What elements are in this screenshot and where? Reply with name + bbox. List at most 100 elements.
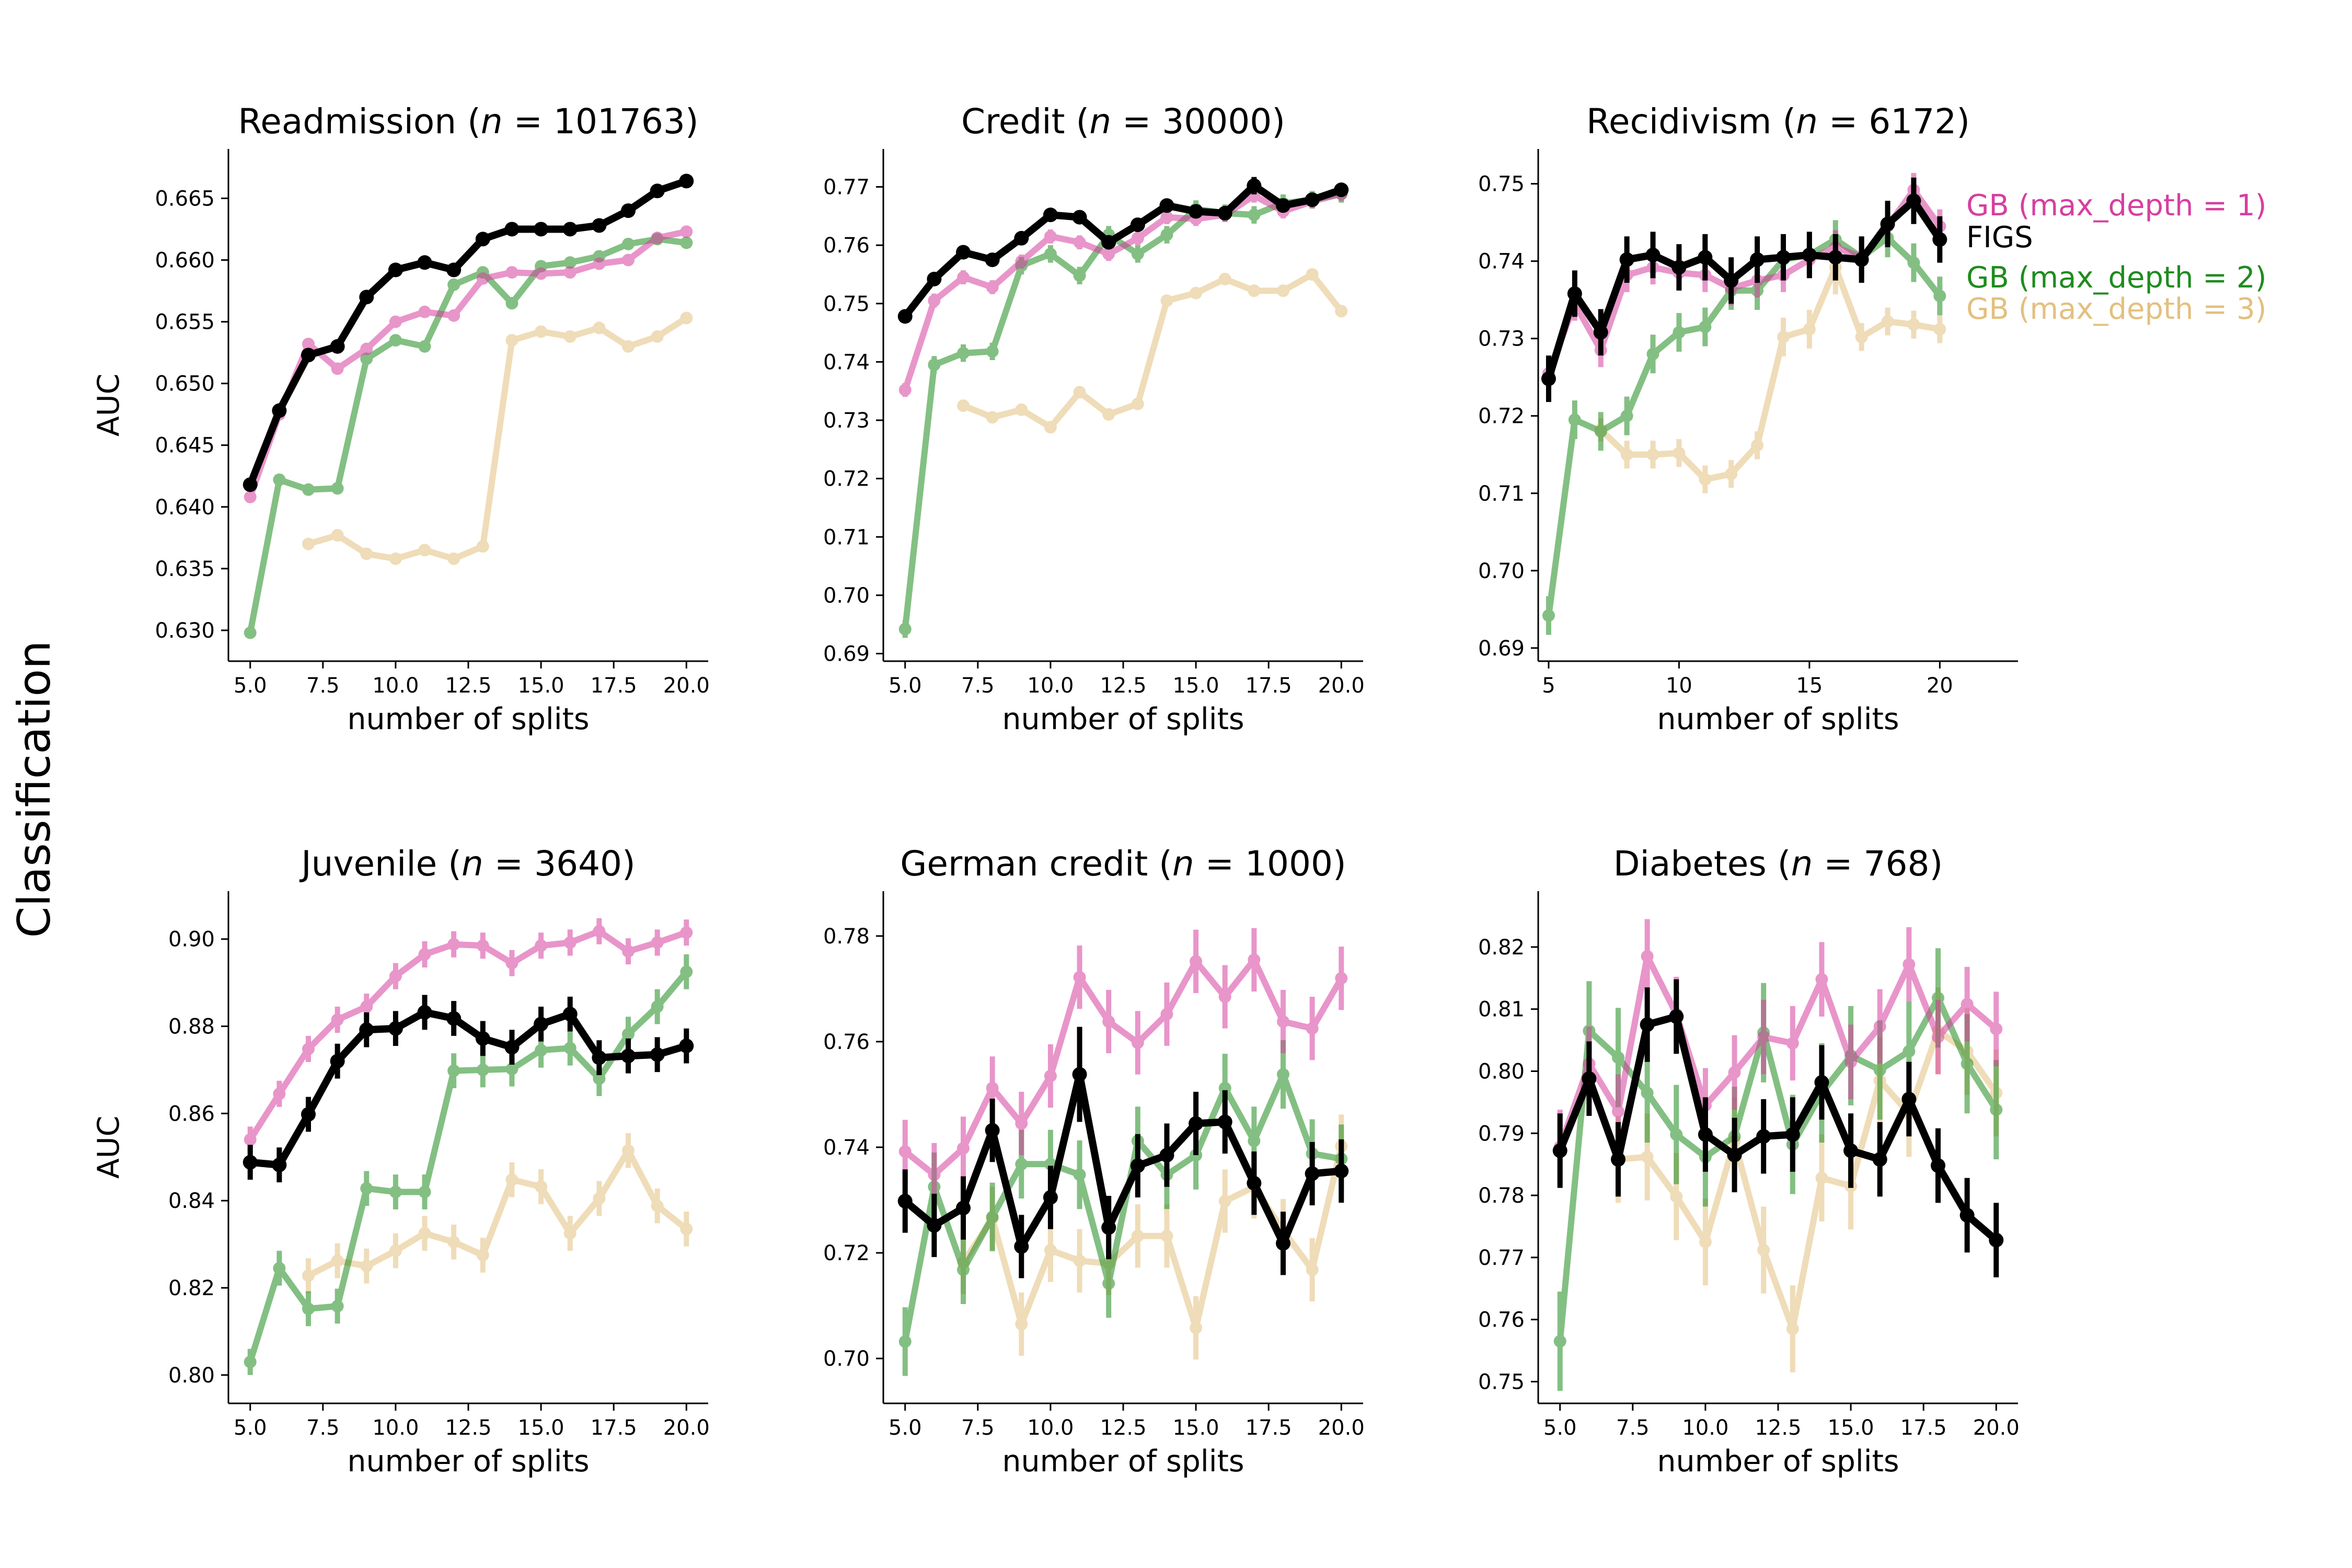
data-point: [360, 1182, 373, 1195]
x-tick-label: 17.5: [591, 1416, 637, 1440]
panel-title-count: = 3640): [483, 844, 636, 884]
x-tick-label: 5.0: [889, 1416, 922, 1440]
data-point: [1932, 232, 1947, 247]
data-point: [302, 483, 315, 496]
series-gb-max-depth-2: [244, 954, 693, 1375]
data-point: [622, 253, 635, 267]
legend-entry: GB (max_depth = 3): [1966, 292, 2266, 326]
data-point: [1044, 421, 1057, 434]
data-point: [1728, 1066, 1741, 1079]
data-point: [1880, 216, 1895, 232]
panels: Readmission (n = 101763)5.0 7.5 10.0 12.5 15…: [91, 101, 2020, 1479]
data-point: [986, 281, 999, 294]
y-tick-label: 0.73: [823, 409, 870, 433]
data-point: [563, 330, 577, 343]
data-point: [1189, 204, 1204, 219]
data-point: [360, 1000, 373, 1013]
data-point: [928, 358, 941, 371]
data-point: [986, 411, 999, 424]
data-point: [476, 1063, 489, 1076]
data-point: [475, 1031, 490, 1046]
data-point: [330, 339, 345, 354]
data-point: [622, 1028, 635, 1041]
y-tick-label: 0.630: [155, 619, 215, 643]
data-point: [1990, 1103, 2003, 1116]
data-point: [330, 1054, 345, 1069]
data-point: [1777, 330, 1790, 343]
data-point: [1305, 192, 1320, 207]
data-point: [650, 1047, 665, 1062]
data-point: [272, 1157, 287, 1172]
x-tick-label: 10: [1666, 674, 1692, 698]
data-point: [1961, 998, 1974, 1011]
data-point: [301, 348, 316, 363]
data-point: [243, 477, 258, 492]
data-point: [418, 1227, 431, 1240]
y-tick-label: 0.77: [1478, 1246, 1525, 1270]
series-gb-max-depth-3: [957, 268, 1348, 434]
data-point: [1073, 971, 1086, 984]
panel-3: Recidivism (n = 6172) 5 10 15 20 0.69 0.70 0.71…: [1478, 101, 2018, 736]
x-tick-label: 20.0: [663, 1416, 710, 1440]
panel-title-var: n: [1791, 844, 1813, 884]
data-point: [1670, 1128, 1683, 1141]
data-point: [1620, 448, 1633, 461]
series-gb-max-depth-3: [302, 1133, 693, 1293]
data-point: [1786, 1322, 1799, 1335]
y-tick-label: 0.75: [1478, 172, 1525, 197]
series-gb-max-depth-3: [302, 312, 693, 565]
data-point: [1873, 1064, 1886, 1077]
data-point: [1044, 247, 1057, 260]
data-point: [563, 266, 577, 279]
data-point: [898, 1335, 912, 1348]
data-point: [1725, 467, 1738, 480]
y-tick-label: 0.79: [1478, 1122, 1525, 1146]
data-point: [1073, 1254, 1086, 1267]
data-point: [957, 399, 970, 412]
data-point: [1015, 403, 1028, 416]
data-point: [1130, 1158, 1145, 1173]
y-tick-label: 0.70: [823, 1347, 870, 1371]
y-tick-label: 0.82: [168, 1276, 215, 1300]
panel-title-count: = 6172): [1818, 101, 1970, 142]
data-point: [593, 925, 606, 938]
data-point: [1698, 250, 1713, 265]
data-point: [1645, 247, 1661, 262]
x-tick-label: 10.0: [1027, 674, 1074, 698]
panel-title-count: = 1000): [1194, 844, 1346, 884]
x-tick-label: 12.5: [445, 1416, 491, 1440]
data-point: [1101, 235, 1116, 250]
x-tick-label: 5.0: [234, 1416, 267, 1440]
data-point: [985, 1123, 1000, 1138]
data-point: [1130, 217, 1145, 233]
data-point: [593, 257, 606, 270]
series-figs: [897, 1027, 1349, 1278]
data-point: [1248, 209, 1261, 222]
data-point: [897, 309, 913, 324]
series-line: [902, 190, 1345, 393]
data-point: [475, 232, 490, 247]
data-point: [1756, 1129, 1771, 1144]
data-point: [651, 936, 664, 949]
data-point: [680, 312, 693, 325]
data-point: [1803, 322, 1816, 336]
data-point: [956, 1201, 971, 1216]
x-axis-label: number of splits: [1657, 702, 1899, 736]
data-point: [534, 1017, 549, 1032]
data-point: [1160, 228, 1173, 241]
y-tick-label: 0.86: [168, 1102, 215, 1126]
data-point: [563, 256, 577, 269]
y-tick-label: 0.75: [1478, 1370, 1525, 1394]
data-point: [418, 340, 431, 353]
data-point: [1306, 1263, 1319, 1276]
data-point: [302, 338, 315, 351]
y-tick-label: 0.82: [1478, 936, 1525, 960]
series-line: [246, 177, 690, 489]
data-point: [956, 245, 971, 260]
data-point: [1044, 1069, 1057, 1082]
series-figs: [1552, 979, 2004, 1277]
data-point: [302, 1042, 315, 1055]
data-point: [562, 1007, 578, 1022]
data-point: [1276, 198, 1290, 213]
